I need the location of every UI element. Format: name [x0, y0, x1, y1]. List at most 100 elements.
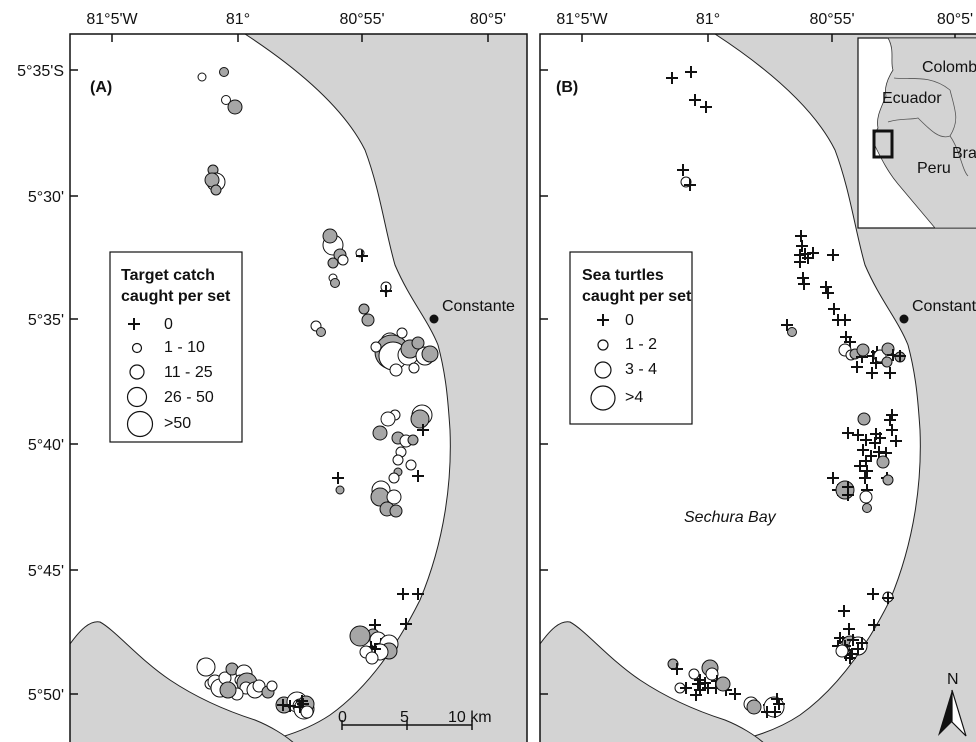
panel-a-land-southwest	[70, 621, 294, 742]
panel-b-zero-catch-marker	[861, 465, 873, 477]
scale-bar-label-5: 5	[400, 709, 409, 726]
svg-text:0: 0	[625, 312, 634, 329]
svg-text:1 - 2: 1 - 2	[625, 336, 657, 353]
sechura-bay-label: Sechura Bay	[684, 509, 777, 526]
panel-b-label: (B)	[556, 79, 578, 96]
panel-b-x-tick-2: 81°	[696, 11, 720, 28]
panel-b-zero-catch-marker	[820, 281, 832, 293]
panel-b-frame	[539, 33, 976, 742]
panel-b-catch-marker-filled	[787, 327, 797, 337]
panel-b-zero-catch-marker	[843, 623, 855, 635]
panel-b-zero-catch-marker	[694, 684, 706, 696]
panel-b-zero-catch-marker	[851, 361, 863, 373]
panel-a: 81°5'W 81° 80°55' 80°5' 5°35'S 5°30' 5°3…	[17, 11, 528, 742]
panel-a-catch-marker-filled	[411, 336, 425, 350]
panel-b-zero-catch-marker	[852, 429, 864, 441]
panel-a-catch-marker-filled	[407, 434, 419, 446]
panel-b-zero-catch-marker	[827, 472, 839, 484]
scale-bar: 0 5 10 km	[338, 709, 492, 730]
inset-label-colombia: Colombia	[922, 59, 976, 76]
panel-b-zero-catch-marker	[773, 698, 785, 710]
panel-a-catch-marker-open	[405, 459, 417, 471]
svg-text:0: 0	[164, 316, 173, 333]
panel-b-zero-catch-marker	[852, 643, 864, 655]
panel-b-zero-catch-marker	[700, 101, 712, 113]
legend-a-title: Target catch	[121, 267, 215, 284]
panel-b-zero-catch-marker	[868, 619, 880, 631]
constante-label-a: Constante	[442, 298, 515, 315]
panel-a-catch-marker-open	[266, 680, 278, 692]
panel-b-x-tick-3: 80°55'	[809, 11, 854, 28]
panel-a-catch-marker-filled	[322, 228, 338, 244]
panel-b-zero-catch-marker	[866, 367, 878, 379]
legend-b-item-0: 0	[597, 312, 634, 329]
panel-b-catch-marker-filled	[881, 356, 893, 368]
svg-text:>50: >50	[164, 415, 191, 432]
panel-a-catch-marker-open	[388, 472, 400, 484]
panel-a-zero-catch-marker	[397, 588, 409, 600]
panel-a-x-tick-2: 81°	[226, 11, 250, 28]
inset-land	[873, 37, 976, 229]
panel-b-zero-catch-marker	[894, 350, 906, 362]
panel-a-catch-marker-open	[396, 327, 408, 339]
panel-b-zero-catch-marker	[886, 424, 898, 436]
panel-a-catch-marker-open	[197, 72, 207, 82]
constante-point-a	[429, 314, 439, 324]
panel-a-zero-catch-marker	[296, 695, 308, 707]
legend-a-item-4: >50	[126, 410, 191, 438]
panel-b-zero-catch-marker	[839, 314, 851, 326]
panel-a-frame	[69, 33, 528, 742]
panel-b-catch-marker-filled	[746, 699, 762, 715]
panel-b-zero-catch-marker	[828, 303, 840, 315]
panel-a-catch-marker-filled	[227, 99, 243, 115]
legend-b-box	[569, 251, 693, 425]
panel-a-land-east	[244, 34, 527, 742]
panel-b-catch-marker-filled	[835, 480, 855, 500]
legend-a-item-1: 1 - 10	[131, 339, 205, 356]
panel-b-zero-catch-marker	[781, 319, 793, 331]
panel-b-zero-catch-marker	[689, 94, 701, 106]
panel-a-catch-marker-filled	[421, 345, 439, 363]
panel-a-catch-marker-filled	[410, 409, 430, 429]
panel-a-zero-catch-marker	[356, 250, 368, 262]
panel-a-catch-marker-filled	[219, 681, 237, 699]
panel-a-catch-marker-filled	[358, 303, 370, 315]
inset-study-area-box	[872, 129, 894, 159]
panel-a-catch-marker-open	[252, 679, 266, 693]
legend-b-title: Sea turtles	[582, 267, 664, 284]
panel-a-ticks	[70, 34, 489, 695]
panel-b-zero-catch-marker	[870, 357, 882, 369]
panel-b-legend: Sea turtles caught per set 0 1 - 2 3 - 4…	[569, 251, 693, 425]
panel-b-zero-catch-marker	[884, 414, 896, 426]
legend-a-item-0: 0	[128, 316, 173, 333]
constante-point-b	[899, 314, 909, 324]
panel-a-legend: Target catch caught per set 0 1 - 10 11 …	[109, 251, 243, 443]
panel-b-catch-marker-open	[835, 644, 849, 658]
legend-a-item-3: 26 - 50	[126, 386, 214, 408]
panel-a-catch-marker-open	[408, 362, 420, 374]
panel-b-zero-catch-marker	[794, 256, 806, 268]
panel-a-catch-marker-filled	[316, 327, 326, 337]
panel-b-markers	[666, 66, 906, 718]
panel-a-catch-marker-filled	[210, 184, 222, 196]
panel-b-zero-catch-marker	[844, 652, 856, 664]
panel-a-y-tick-4: 5°40'	[28, 437, 64, 454]
panel-a-catch-marker-open	[386, 489, 402, 505]
panel-b-zero-catch-marker	[685, 66, 697, 78]
panel-b-ticks	[540, 34, 956, 695]
panel-b-zero-catch-marker	[882, 592, 894, 604]
panel-a-x-tick-3: 80°55'	[339, 11, 384, 28]
panel-b-zero-catch-marker	[842, 489, 854, 501]
panel-b-catch-marker-filled	[715, 676, 731, 692]
panel-a-zero-catch-marker	[412, 588, 424, 600]
panel-b-zero-catch-marker	[842, 427, 854, 439]
panel-a-catch-marker-open	[221, 95, 231, 105]
panel-b-land-southwest	[540, 621, 764, 742]
panel-a-catch-marker-open	[380, 411, 396, 427]
panel-b-zero-catch-marker	[796, 240, 808, 252]
panel-b-catch-marker-filled	[862, 503, 872, 513]
panel-a-y-tick-2: 5°30'	[28, 189, 64, 206]
panel-b-catch-marker-open	[688, 668, 700, 680]
constante-label-b: Constante	[912, 298, 976, 315]
svg-text:3 - 4: 3 - 4	[625, 361, 657, 378]
